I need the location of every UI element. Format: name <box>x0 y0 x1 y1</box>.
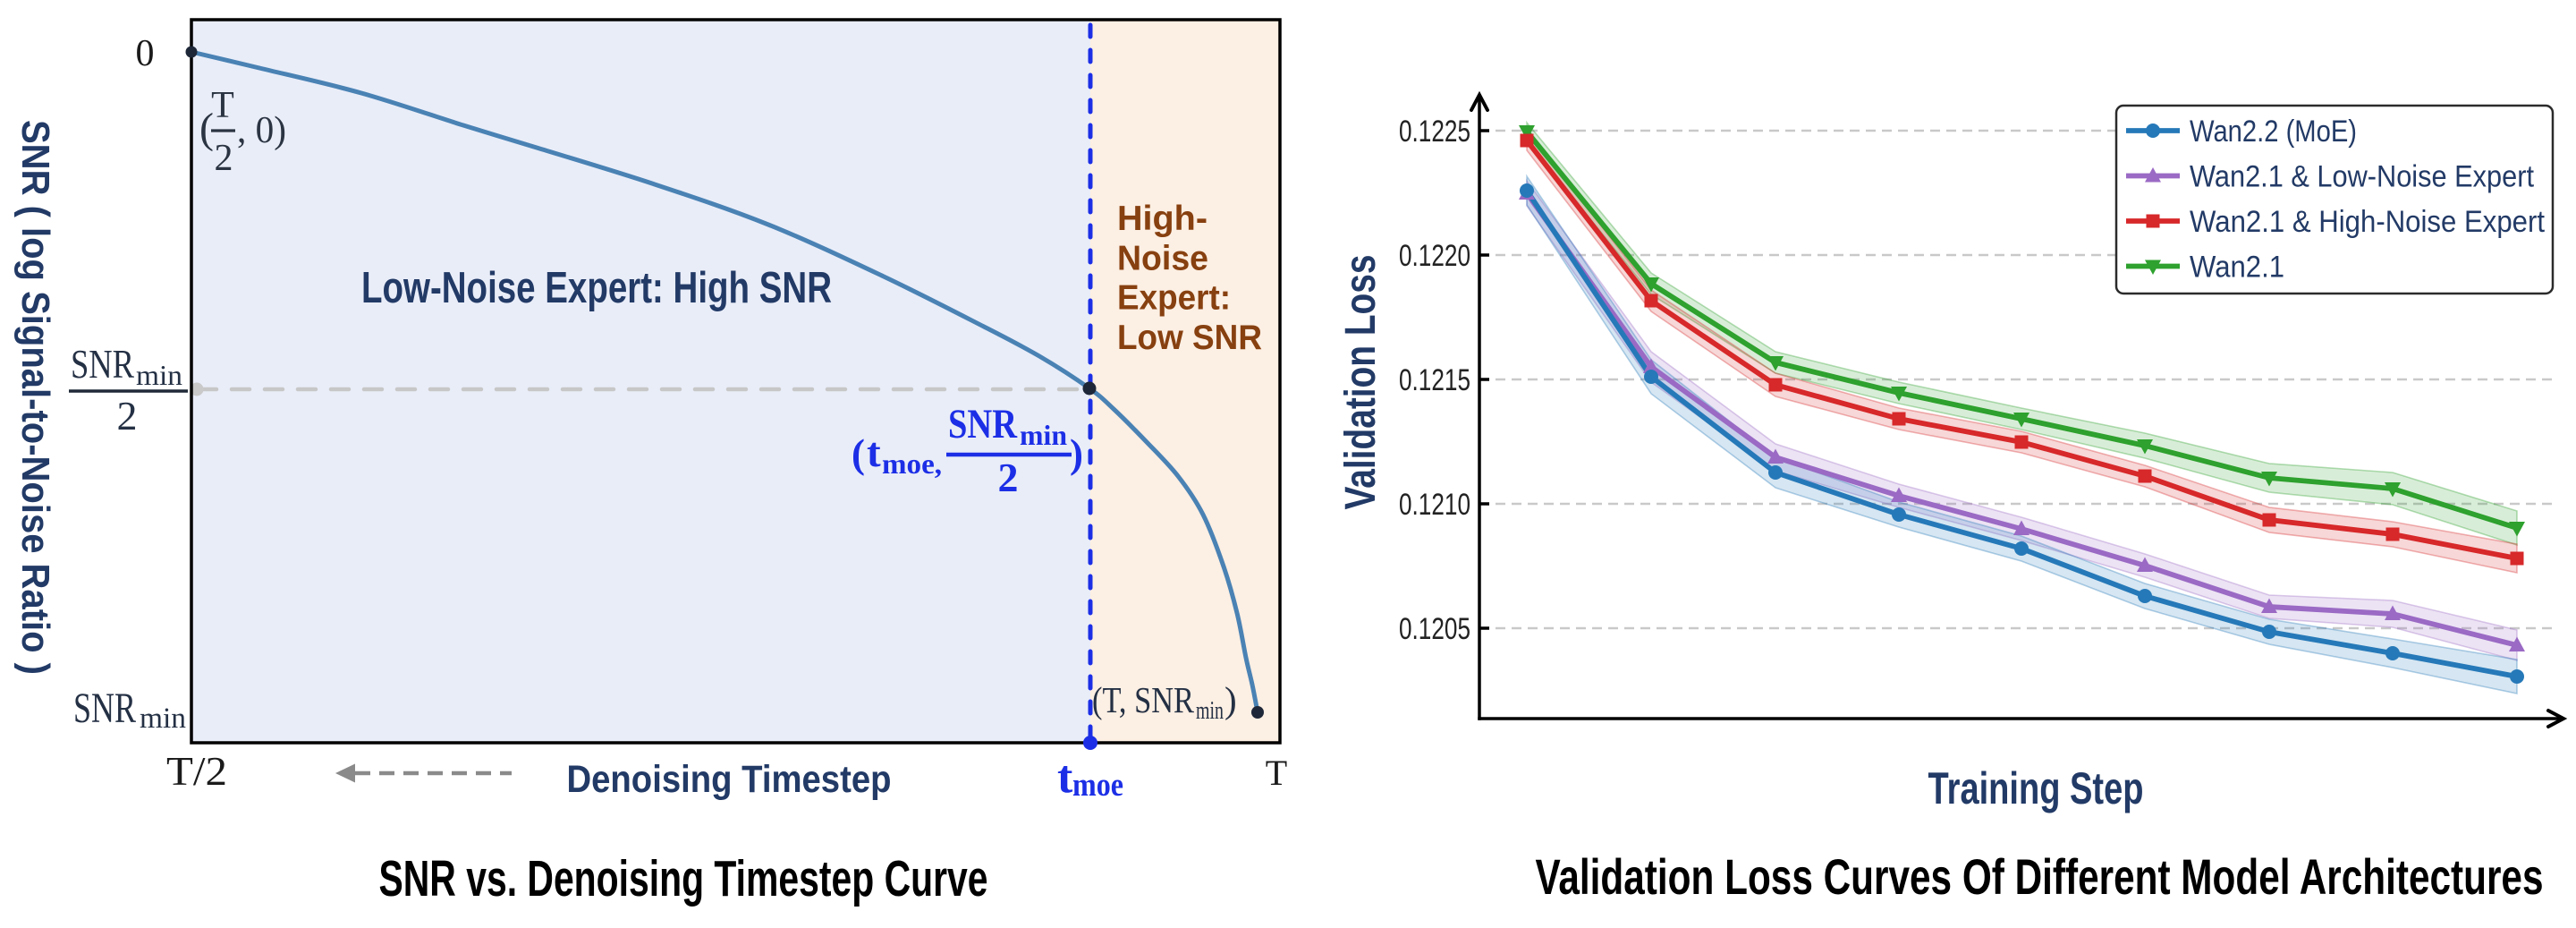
svg-text:min: min <box>1196 696 1224 725</box>
svg-text:SNR: SNR <box>73 685 136 732</box>
svg-text:moe: moe <box>1072 767 1123 804</box>
svg-text:0: 0 <box>136 33 155 74</box>
svg-text:0.1225: 0.1225 <box>1399 115 1470 149</box>
svg-text:Low-Noise Expert: High SNR: Low-Noise Expert: High SNR <box>361 264 832 312</box>
svg-text:(: ( <box>199 105 214 152</box>
svg-text:(: ( <box>852 431 865 476</box>
svg-text:T: T <box>211 85 234 126</box>
svg-text:Denoising Timestep: Denoising Timestep <box>567 758 892 801</box>
svg-text:Wan2.2 (MoE): Wan2.2 (MoE) <box>2190 115 2357 149</box>
svg-text:min: min <box>136 359 182 391</box>
svg-text:Validation Loss: Validation Loss <box>1337 255 1385 510</box>
svg-text:SNR: SNR <box>948 401 1018 447</box>
svg-text:SNR ( log Signal-to-Noise Rati: SNR ( log Signal-to-Noise Ratio ) <box>13 120 57 675</box>
svg-text:Expert:: Expert: <box>1117 279 1231 318</box>
svg-text:Wan2.1 & Low-Noise Expert: Wan2.1 & Low-Noise Expert <box>2190 160 2534 194</box>
svg-text:): ) <box>1224 679 1237 720</box>
svg-text:0.1215: 0.1215 <box>1399 363 1470 397</box>
svg-text:2: 2 <box>215 138 233 179</box>
svg-text:T: T <box>1266 753 1287 793</box>
svg-text:T/2: T/2 <box>166 748 227 794</box>
svg-text:Validation Loss Curves Of Diff: Validation Loss Curves Of Different Mode… <box>1536 848 2544 905</box>
svg-text:2: 2 <box>117 393 138 438</box>
svg-text:min: min <box>1020 419 1067 451</box>
svg-text:SNR vs. Denoising Timestep Cur: SNR vs. Denoising Timestep Curve <box>379 850 988 907</box>
svg-text:0.1210: 0.1210 <box>1399 488 1470 522</box>
svg-text:t: t <box>867 430 881 476</box>
svg-text:): ) <box>1070 431 1083 476</box>
svg-text:, 0): , 0) <box>237 110 286 151</box>
svg-text:High-: High- <box>1117 200 1208 238</box>
svg-text:moe,: moe, <box>882 447 942 480</box>
svg-text:0.1220: 0.1220 <box>1399 239 1470 273</box>
svg-text:SNR: SNR <box>71 341 134 387</box>
svg-text:Noise: Noise <box>1117 239 1208 277</box>
svg-text:min: min <box>140 702 186 735</box>
svg-text:Low SNR: Low SNR <box>1117 319 1262 357</box>
svg-text:Wan2.1 & High-Noise Expert: Wan2.1 & High-Noise Expert <box>2190 205 2546 239</box>
svg-text:Training Step: Training Step <box>1928 763 2144 813</box>
svg-text:(T, SNR: (T, SNR <box>1092 679 1195 720</box>
svg-text:2: 2 <box>998 455 1019 500</box>
svg-text:Wan2.1: Wan2.1 <box>2190 251 2284 285</box>
svg-text:t: t <box>1057 752 1073 803</box>
svg-text:0.1205: 0.1205 <box>1399 612 1470 646</box>
